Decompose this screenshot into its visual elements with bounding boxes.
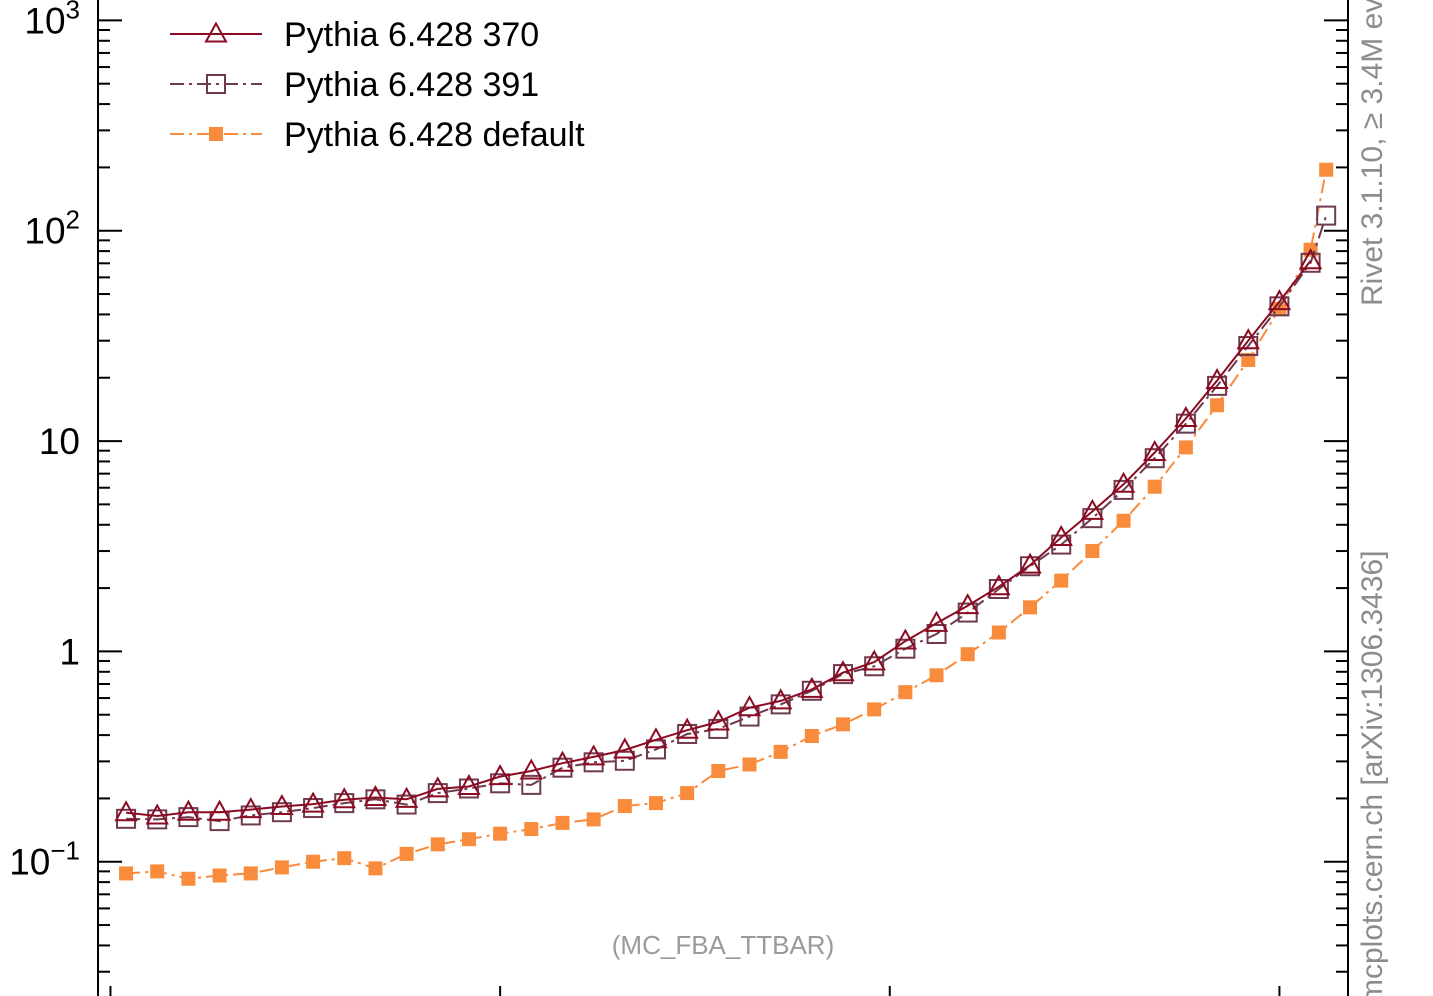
- data-point-filled-square: [587, 812, 601, 826]
- data-point-filled-square: [209, 127, 223, 141]
- data-point-filled-square: [462, 832, 476, 846]
- data-point-square: [1317, 207, 1335, 225]
- y-tick-labels: 10−1 1 10 102 103: [9, 0, 80, 883]
- data-point-triangle: [206, 24, 226, 42]
- data-point-filled-square: [1085, 544, 1099, 558]
- legend-label: Pythia 6.428 370: [284, 16, 539, 54]
- data-point-filled-square: [275, 860, 289, 874]
- data-point-filled-square: [992, 625, 1006, 639]
- data-point-filled-square: [1179, 440, 1193, 454]
- y-tick-label: 10: [39, 421, 80, 462]
- series-1: [117, 207, 1335, 831]
- series-line: [126, 170, 1326, 879]
- data-point-filled-square: [961, 647, 975, 661]
- data-point-filled-square: [836, 717, 850, 731]
- data-point-filled-square: [711, 764, 725, 778]
- data-point-filled-square: [618, 799, 632, 813]
- data-point-filled-square: [898, 685, 912, 699]
- data-point-filled-square: [1117, 514, 1131, 528]
- axis-ticks: [98, 20, 1348, 996]
- y-tick-label: 102: [24, 205, 80, 252]
- series-line: [126, 261, 1311, 816]
- mcplots-label: mcplots.cern.ch [arXiv:1306.3436]: [1356, 550, 1389, 996]
- data-point-filled-square: [742, 757, 756, 771]
- data-point-filled-square: [1319, 163, 1333, 177]
- rivet-version-label: Rivet 3.1.10, ≥ 3.4M events: [1356, 0, 1389, 306]
- data-point-filled-square: [431, 837, 445, 851]
- legend-label: Pythia 6.428 default: [284, 116, 585, 154]
- y-tick-label: 103: [24, 0, 80, 41]
- data-point-filled-square: [493, 827, 507, 841]
- data-point-filled-square: [1148, 480, 1162, 494]
- data-point-filled-square: [213, 869, 227, 883]
- data-point-triangle: [116, 802, 136, 820]
- data-point-filled-square: [150, 864, 164, 878]
- legend-label: Pythia 6.428 391: [284, 66, 539, 104]
- data-point-filled-square: [119, 866, 133, 880]
- y-tick-label: 1: [59, 631, 80, 672]
- data-point-square: [616, 752, 634, 770]
- data-point-filled-square: [1023, 600, 1037, 614]
- data-point-filled-square: [774, 745, 788, 759]
- legend: Pythia 6.428 370 Pythia 6.428 391 Pythia 6…: [170, 16, 585, 154]
- data-point-filled-square: [867, 702, 881, 716]
- y-tick-label: 10−1: [9, 836, 80, 883]
- data-point-filled-square: [400, 847, 414, 861]
- data-point-filled-square: [1054, 574, 1068, 588]
- data-point-filled-square: [555, 816, 569, 830]
- data-point-filled-square: [368, 861, 382, 875]
- data-point-filled-square: [1210, 398, 1224, 412]
- legend-item: Pythia 6.428 default: [170, 116, 585, 154]
- analysis-label: (MC_FBA_TTBAR): [612, 930, 834, 960]
- data-point-filled-square: [524, 822, 538, 836]
- data-point-filled-square: [805, 729, 819, 743]
- series-2: [119, 163, 1333, 886]
- series-layer: [116, 163, 1335, 886]
- data-point-filled-square: [244, 866, 258, 880]
- legend-item: Pythia 6.428 370: [170, 16, 539, 54]
- data-point-filled-square: [306, 855, 320, 869]
- data-point-filled-square: [181, 872, 195, 886]
- data-point-filled-square: [337, 851, 351, 865]
- data-point-filled-square: [649, 796, 663, 810]
- data-point-filled-square: [680, 786, 694, 800]
- legend-item: Pythia 6.428 391: [170, 66, 539, 104]
- data-point-filled-square: [930, 668, 944, 682]
